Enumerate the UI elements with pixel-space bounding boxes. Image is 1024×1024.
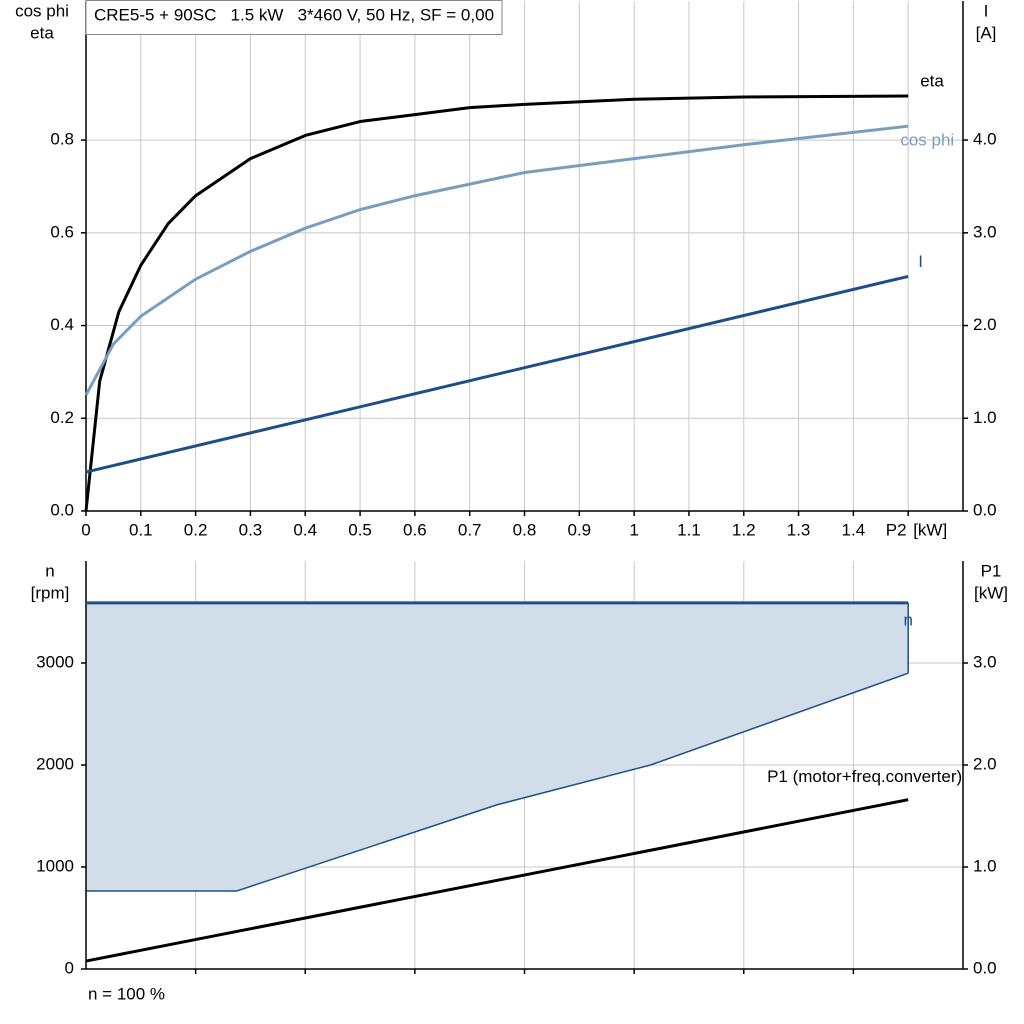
x-tick-label: 0.8 — [513, 520, 537, 539]
x-tick-label: 1.1 — [677, 520, 701, 539]
x-tick-label: 0.4 — [293, 520, 317, 539]
x-axis-label: [kW] — [913, 520, 947, 539]
y2-tick-label: 0.0 — [973, 958, 997, 977]
y-tick-label: 0.4 — [50, 315, 74, 334]
y2-axis-label: I — [984, 1, 989, 20]
series-line — [84, 94, 909, 512]
y-tick-label: 0.2 — [50, 408, 74, 427]
y-tick-label: 0 — [65, 958, 74, 977]
y2-tick-label: 1.0 — [973, 856, 997, 875]
y2-axis-label: [A] — [976, 23, 997, 42]
y-tick-label: 3000 — [36, 652, 74, 671]
y-tick-label: 0.8 — [50, 130, 74, 149]
x-tick-label: 0.7 — [458, 520, 482, 539]
y-tick-label: 2000 — [36, 754, 74, 773]
series-label: P1 (motor+freq.converter) — [767, 767, 962, 786]
y-axis-label: cos phi — [15, 1, 69, 20]
y-tick-label: 1000 — [36, 856, 74, 875]
y2-tick-label: 0.0 — [973, 500, 997, 519]
x-tick-label: P2 — [886, 520, 907, 539]
y2-tick-label: 3.0 — [973, 222, 997, 241]
series-line — [84, 124, 909, 396]
y2-axis-label: [kW] — [974, 583, 1008, 602]
x-tick-label: 0.6 — [403, 520, 427, 539]
y-axis-label: n — [45, 561, 54, 580]
chart-title: CRE5-5 + 90SC 1.5 kW 3*460 V, 50 Hz, SF … — [94, 5, 494, 24]
x-tick-label: 1.4 — [842, 520, 866, 539]
title-box — [85, 0, 503, 35]
series-label: I — [918, 252, 923, 271]
x-tick-label: 0.1 — [129, 520, 153, 539]
y-tick-label: 0.0 — [50, 500, 74, 519]
series-label: n — [903, 610, 912, 629]
y-axis-label: [rpm] — [31, 583, 70, 602]
y-axis-label: eta — [30, 23, 54, 42]
x-tick-label: 1 — [629, 520, 638, 539]
x-tick-label: 0.9 — [567, 520, 591, 539]
series-label: cos phi — [900, 131, 954, 150]
series-label: eta — [920, 72, 944, 91]
y2-tick-label: 2.0 — [973, 315, 997, 334]
y2-tick-label: 4.0 — [973, 130, 997, 149]
x-tick-label: 0.2 — [184, 520, 208, 539]
x-tick-label: 1.2 — [732, 520, 756, 539]
x-tick-label: 0.5 — [348, 520, 372, 539]
y-tick-label: 0.6 — [50, 222, 74, 241]
x-tick-label: 0.3 — [239, 520, 263, 539]
y2-tick-label: 2.0 — [973, 754, 997, 773]
y2-tick-label: 1.0 — [973, 408, 997, 427]
area-lower-edge — [86, 672, 909, 892]
y2-axis-label: P1 — [981, 561, 1002, 580]
y2-tick-label: 3.0 — [973, 652, 997, 671]
x-tick-label: 1.3 — [787, 520, 811, 539]
note: n = 100 % — [88, 984, 165, 1003]
series-line — [85, 274, 909, 474]
series-line — [85, 798, 909, 963]
x-tick-label: 0 — [81, 520, 90, 539]
operating-area — [86, 602, 909, 891]
